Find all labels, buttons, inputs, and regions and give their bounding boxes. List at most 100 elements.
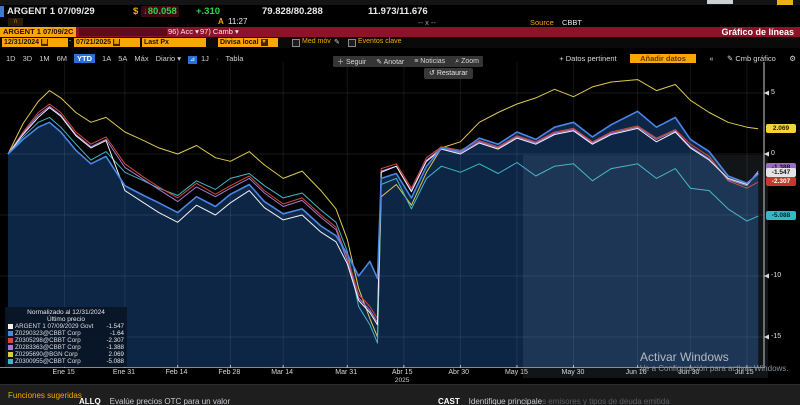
tabs-row: 1D 3D 1M 6M YTD 1A 5A Máx Diario ▾ ⊿ 1J · Tabla + Da… (0, 48, 800, 64)
top-cutoff-strip (0, 0, 800, 5)
last-price-badge: -2.307 (766, 177, 796, 187)
interval-select[interactable]: 1J (201, 54, 209, 63)
suggested-functions-label: Funciones sugeridas (8, 391, 82, 400)
collapse-button[interactable]: « (709, 54, 714, 63)
cast-function-link[interactable]: CAST Identifique principales emisores y … (438, 397, 670, 405)
legend-title: Normalizado al 12/31/2024 (27, 309, 105, 316)
tab-3d[interactable]: 3D (22, 54, 33, 63)
x-axis-label: Ene 15 (52, 369, 75, 376)
quote-row: ARGENT 1 07/09/29 $ ↓80.058 +.310 79.828… (0, 5, 800, 18)
x-axis-label: Jul 15 (734, 369, 754, 376)
screen-title: Gráfico de líneas (721, 27, 794, 37)
follow-button[interactable]: ＋ Seguir (337, 58, 367, 66)
y-axis-label: 5 (771, 89, 775, 96)
periodicity-select[interactable]: Diario ▾ (155, 54, 182, 63)
legend-item[interactable]: Z0283363@CBBT Corp -1.388 (8, 344, 124, 351)
x-axis-label: Jun 30 (678, 369, 700, 376)
x-axis-label: May 30 (561, 369, 585, 376)
legend-swatch (8, 331, 13, 336)
legend-series-name: Z0295690@BGN Corp (15, 351, 78, 358)
function-suggestion-bar: Funciones sugeridas ALLQ Evalúe precios … (0, 384, 800, 405)
legend-last-value: -2.307 (106, 337, 124, 344)
legend-item[interactable]: Z0300955@CBBT Corp -5.088 (8, 358, 124, 365)
last-price-badge: 2.069 (766, 123, 796, 133)
cmb-grafico-button[interactable]: ✎ Cmb gráfico (727, 54, 776, 63)
session-flag: A (218, 17, 224, 26)
currency-symbol: $ (133, 6, 139, 17)
currency-select[interactable]: Divisa local ▾ (218, 38, 278, 47)
legend-item[interactable]: Z0290323@CBBT Corp -1.64 (8, 330, 124, 337)
selection-overlay (523, 155, 768, 378)
menu-acc[interactable]: 96) Acc ▾ (168, 27, 199, 36)
table-button[interactable]: Tabla (225, 54, 244, 63)
legend-subtitle: Último precio (47, 316, 85, 323)
line-chart-plot[interactable] (0, 62, 800, 368)
line-chart-type-icon[interactable]: ⊿ (188, 56, 198, 64)
security-description-dimmed (79, 28, 167, 36)
tab-5a[interactable]: 5A (118, 54, 128, 63)
last-price-badge: -5.088 (766, 211, 796, 221)
calendar-icon[interactable]: ▦ (113, 39, 121, 46)
news-button[interactable]: ≡ Noticias (414, 58, 446, 65)
tab-6m[interactable]: 6M (56, 54, 68, 63)
price-field-select[interactable]: Last Px (142, 38, 206, 47)
help-button-fragment[interactable] (777, 0, 793, 5)
dot-separator: · (215, 54, 219, 63)
x-axis-label: Feb 14 (165, 369, 188, 376)
legend-item[interactable]: Z0295690@BGN Corp 2.069 (8, 351, 124, 358)
mov-avg-checkbox[interactable] (292, 39, 300, 47)
magnifier-icon: ⌕ (455, 57, 462, 65)
date-from-field[interactable]: 12/31/2024 ▦ (2, 38, 68, 47)
windows-watermark-line2: Ve a Configuración para activar Windows. (640, 364, 789, 373)
tab-1d[interactable]: 1D (6, 54, 16, 63)
windows-watermark-line1: Activar Windows (640, 350, 729, 364)
pencil-icon: ✎ (376, 58, 384, 66)
key-events-checkbox[interactable] (348, 39, 356, 47)
ticker-chip[interactable]: ARGENT 1 07/09/2C (0, 27, 77, 37)
news-icon: ≡ (414, 58, 421, 65)
plus-icon: ＋ (337, 58, 346, 66)
price-direction-arrow: ↓80.058 (141, 6, 179, 17)
source-value: CBBT (562, 18, 583, 27)
top-strip-fragment (707, 0, 733, 4)
allq-function-link[interactable]: ALLQ Evalúe precios OTC para un valor (79, 397, 231, 405)
annotate-button[interactable]: ✎ Anotar (376, 58, 405, 66)
chart-legend: Normalizado al 12/31/2024 Último precio … (5, 307, 127, 367)
menu-camb[interactable]: 97) Camb ▾ (200, 27, 239, 36)
status-row: ∩ A 11:27 -- x -- Source CBBT (0, 17, 800, 27)
date-to-field[interactable]: 07/21/2025 ▦ (74, 38, 140, 47)
restore-button[interactable]: ↺ Restaurar (424, 68, 473, 79)
last-price: 80.058 (147, 6, 177, 17)
tab-max[interactable]: Máx (134, 54, 149, 63)
x-axis-label: Mar 14 (271, 369, 293, 376)
tab-1m[interactable]: 1M (39, 54, 50, 63)
legend-last-value: 2.069 (108, 351, 124, 358)
tab-ytd-selected[interactable]: YTD (74, 54, 96, 63)
key-events-label: Eventos clave (358, 38, 402, 45)
calendar-icon[interactable]: ▦ (41, 39, 49, 46)
bid-ask: 79.828/80.288 (262, 6, 323, 17)
legend-series-name: Z0283363@CBBT Corp (15, 344, 81, 351)
source-label: Source (530, 18, 554, 27)
yield-bid-ask: 11.973/11.676 (368, 6, 428, 17)
y-axis-label: 0 (771, 150, 775, 157)
legend-last-value: -1.388 (106, 344, 124, 351)
legend-item[interactable]: ARGENT 1 07/09/2029 Govt -1.547 (8, 323, 124, 330)
tab-1a[interactable]: 1A (102, 54, 112, 63)
legend-swatch (8, 352, 13, 357)
price-change: +.310 (196, 6, 221, 17)
legend-item[interactable]: Z0305298@CBBT Corp -2.307 (8, 337, 124, 344)
legend-last-value: -5.088 (106, 358, 124, 365)
quote-time: 11:27 (228, 17, 248, 26)
x-axis-year-label: 2025 (394, 377, 410, 384)
legend-swatch (8, 359, 13, 364)
pencil-icon[interactable]: ✎ (334, 39, 340, 46)
zoom-button[interactable]: ⌕ Zoom (455, 57, 479, 65)
add-data-button[interactable]: Añadir datos (630, 54, 696, 63)
pencil-icon: ✎ (727, 54, 736, 63)
chevron-down-icon[interactable]: ▾ (260, 39, 268, 46)
alert-icon[interactable]: ∩ (8, 18, 23, 26)
legend-last-value: -1.64 (109, 330, 124, 337)
datos-pertinent-button[interactable]: + Datos pertinent (559, 54, 617, 63)
gear-icon[interactable]: ⚙ (789, 54, 796, 63)
